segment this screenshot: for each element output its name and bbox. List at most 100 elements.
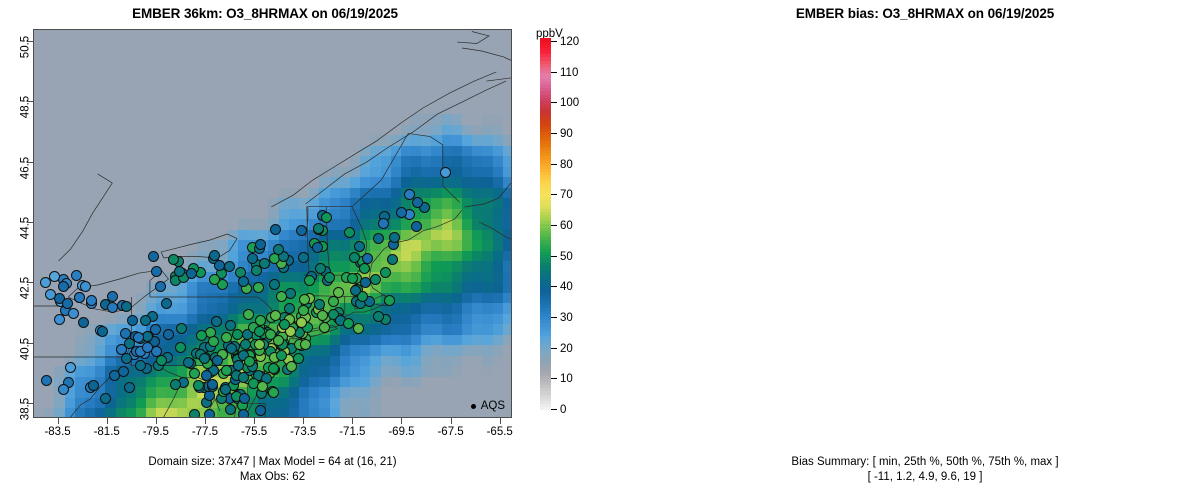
raster-cell: [64, 240, 76, 252]
raster-cell: [360, 355, 372, 368]
raster-cell: [431, 208, 443, 220]
raster-cell: [125, 198, 137, 210]
raster-cell: [237, 292, 249, 305]
raster-cell: [502, 156, 511, 168]
colorbar-segment: [540, 331, 551, 336]
boundary-line: [160, 233, 238, 259]
aqs-site-marker: [388, 231, 400, 243]
raster-cell: [349, 397, 361, 410]
raster-cell: [258, 135, 270, 147]
raster-cell: [411, 229, 422, 241]
raster-cell: [176, 93, 188, 105]
raster-cell: [115, 261, 127, 273]
raster-cell: [492, 229, 504, 241]
raster-cell: [451, 30, 463, 42]
raster-cell: [431, 103, 443, 115]
raster-cell: [34, 82, 45, 94]
raster-cell: [451, 324, 463, 336]
aqs-site-marker: [344, 226, 356, 238]
raster-cell: [400, 282, 412, 294]
y-axis-tick: [27, 161, 33, 163]
raster-cell: [482, 124, 494, 136]
colorbar-tick: [551, 409, 557, 410]
colorbar-segment: [540, 301, 551, 305]
raster-cell: [186, 376, 198, 389]
colorbar-tick-label: 10: [560, 373, 573, 386]
raster-cell: [64, 261, 76, 273]
raster-cell: [298, 51, 310, 63]
raster-cell: [339, 156, 351, 168]
raster-cell: [44, 345, 56, 357]
raster-cell: [492, 135, 504, 147]
raster-cell: [380, 397, 392, 410]
raster-cell: [329, 103, 341, 115]
raster-cell: [186, 229, 198, 241]
raster-cell: [472, 124, 484, 136]
raster-cell: [390, 40, 402, 52]
aqs-site-marker: [175, 323, 187, 335]
raster-cell: [400, 40, 412, 52]
raster-cell: [146, 166, 157, 178]
raster-cell: [176, 40, 188, 52]
raster-cell: [105, 135, 117, 147]
raster-cell: [339, 261, 351, 273]
raster-cell: [309, 187, 321, 199]
raster-cell: [227, 156, 239, 168]
raster-cell: [44, 408, 56, 417]
raster-cell: [411, 208, 422, 220]
colorbar-segment: [540, 177, 551, 182]
raster-cell: [258, 61, 270, 73]
y-axis-tick-label: 44.5: [19, 216, 31, 240]
raster-cell: [411, 156, 422, 168]
raster-cell: [349, 166, 361, 178]
colorbar-tick-label: 90: [560, 128, 573, 140]
raster-cell: [125, 397, 137, 410]
raster-cell: [135, 156, 147, 168]
raster-cell: [329, 82, 341, 94]
raster-cell: [421, 145, 433, 157]
colorbar-segment: [540, 146, 551, 151]
raster-cell: [135, 219, 147, 231]
raster-cell: [44, 40, 56, 52]
raster-cell: [125, 187, 137, 199]
x-axis-tick: [352, 418, 354, 424]
raster-cell: [95, 355, 107, 368]
raster-cell: [95, 334, 107, 347]
raster-cell: [482, 292, 494, 305]
colorbar-segment: [540, 140, 551, 145]
raster-cell: [421, 397, 433, 410]
raster-cell: [472, 219, 484, 231]
raster-cell: [462, 103, 473, 115]
raster-cell: [186, 72, 198, 84]
raster-cell: [451, 156, 463, 168]
raster-cell: [156, 261, 168, 273]
aqs-site-marker: [359, 262, 371, 274]
raster-cell: [400, 72, 412, 84]
raster-cell: [400, 366, 412, 378]
raster-cell: [441, 229, 453, 241]
boundary-line: [457, 31, 490, 44]
raster-cell: [176, 124, 188, 136]
raster-cell: [462, 114, 473, 126]
raster-cell: [482, 397, 494, 410]
raster-cell: [462, 240, 473, 252]
x-axis-tick-label: -81.5: [93, 426, 120, 438]
raster-cell: [176, 229, 188, 241]
raster-cell: [105, 250, 117, 262]
raster-cell: [248, 72, 259, 84]
aqs-site-marker: [189, 368, 201, 380]
raster-cell: [380, 82, 392, 94]
raster-cell: [298, 187, 310, 199]
colorbar-segment: [540, 168, 551, 172]
raster-cell: [135, 376, 147, 389]
aqs-site-marker: [395, 206, 407, 218]
raster-cell: [339, 114, 351, 126]
raster-cell: [248, 303, 259, 315]
raster-cell: [95, 261, 107, 273]
raster-cell: [421, 313, 433, 326]
raster-cell: [451, 40, 463, 52]
raster-cell: [237, 40, 249, 52]
boundary-line: [58, 173, 113, 262]
raster-cell: [176, 51, 188, 63]
raster-cell: [268, 408, 280, 417]
